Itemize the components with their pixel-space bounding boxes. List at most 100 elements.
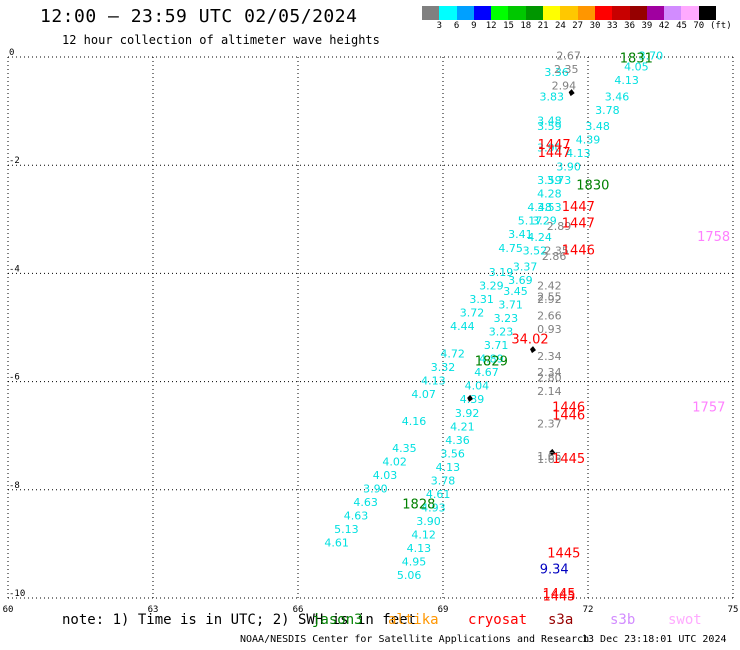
wave-height-label: 5.13 [334,523,359,536]
wave-height-label: 3.23 [494,312,519,325]
wave-height-label: 3.69 [508,274,533,287]
legend-label: 30 [589,21,601,31]
legend-label: 21 [537,21,549,31]
legend-label: 12 [485,21,497,31]
wave-height-label: 2.80 [537,372,562,385]
legend-label: 33 [606,21,618,31]
legend-swatch [664,6,682,20]
buoy-label: 1445 [542,587,575,602]
wave-height-label: 3.48 [537,115,562,128]
wave-height-label: 4.61 [324,537,349,550]
x-tick-label: 63 [148,605,159,612]
wave-height-label: 4.13 [407,542,432,555]
wave-height-label: 2.94 [552,79,577,92]
wave-height-label: 4.13 [421,374,446,387]
wave-height-label: 3.23 [489,326,514,339]
y-tick-label: 0 [9,48,14,58]
buoy-label: 1447 [538,146,571,161]
legend-unit: (ft) [709,21,732,31]
wave-height-label: 2.35 [544,244,569,257]
color-legend [422,6,717,20]
wave-height-label: 4.03 [373,469,398,482]
wave-height-label: 3.70 [639,50,664,63]
footer-credit: NOAA/NESDIS Center for Satellite Applica… [240,634,590,645]
wave-height-label: 3.90 [537,142,562,155]
wave-height-label: 4.07 [411,388,436,401]
wave-height-label: 2.86 [542,250,567,263]
wave-height-label: 3.72 [460,307,485,320]
wave-height-label: 1.65 [537,450,562,463]
buoy-label: 1830 [576,179,609,194]
satellite-legend-s3a: s3a [548,612,574,628]
wave-height-label: 2.14 [537,385,562,398]
wave-height-label: 4.48 [527,201,552,214]
wave-height-label: 3.41 [508,228,533,241]
wave-height-label: 0.93 [537,323,562,336]
wave-height-label: 3.29 [532,215,557,228]
legend-label: 24 [554,21,566,31]
y-tick-label: -6 [9,373,20,383]
satellite-legend-s3b: s3b [610,612,636,628]
island-shape [549,448,556,456]
wave-height-label: 3.45 [503,285,528,298]
wave-height-label: 3.71 [484,339,509,352]
buoy-label: 1758 [697,230,730,245]
wave-height-label: 4.21 [450,420,475,433]
buoy-label: 1445 [542,590,575,605]
wave-height-label: 3.90 [556,161,581,174]
legend-swatch [508,6,526,20]
wave-height-label: 4.93 [421,501,446,514]
buoy-label: 1447 [538,138,571,153]
buoy-label: 1829 [475,354,508,369]
wave-height-label: 2.35 [554,63,579,76]
notes-bar: note: 1) Time is in UTC; 2) SWH is in fe… [0,612,740,630]
y-tick-label: -10 [9,589,25,599]
wave-height-label: 2.34 [537,366,562,379]
wave-height-label: 3.36 [544,66,569,79]
wave-height-label: 4.63 [344,510,369,523]
wave-height-label: 2.42 [537,280,562,293]
legend-label: 36 [624,21,636,31]
legend-swatch [629,6,647,20]
wave-height-label: 3.32 [431,361,456,374]
wave-height-label: 4.72 [440,347,465,360]
legend-swatch [473,6,492,20]
legend-swatch [543,6,561,20]
buoy-label: 1757 [692,400,725,415]
wave-height-label: 3.90 [363,483,388,496]
chart-title: 12:00 – 23:59 UTC 02/05/2024 [40,6,358,27]
wave-height-label: 3.52 [523,244,548,257]
x-tick-label: 75 [728,605,739,612]
satellite-legend-cryosat: cryosat [468,612,528,628]
legend-swatch [681,6,699,20]
wave-height-label: 4.89 [479,353,504,366]
wave-height-label: 4.61 [426,488,451,501]
x-tick-label: 66 [293,605,304,612]
legend-swatch [577,6,595,20]
island-shape [530,346,536,354]
legend-swatch [698,6,717,20]
wave-height-label: 4.63 [353,496,378,509]
wave-height-label: 3.59 [537,174,562,187]
buoy-label: 1447 [562,200,595,215]
x-tick-label: 60 [3,605,14,612]
legend-swatch [525,6,544,20]
wave-height-label: 2.37 [537,418,562,431]
buoy-label: 1445 [547,546,580,561]
y-tick-label: -4 [9,264,20,274]
wave-height-label: 3.56 [440,447,465,460]
legend-label: 39 [641,21,653,31]
legend-label: 27 [572,21,584,31]
wave-height-label: 3.19 [489,266,514,279]
wave-height-label: 2.34 [537,350,562,363]
wave-height-label: 3.71 [498,299,523,312]
wave-height-label: 4.13 [614,74,639,87]
wave-height-label: 3.83 [540,90,565,103]
footer-date: 13 Dec 23:18:01 UTC 2024 [582,634,727,645]
wave-height-label: 2.92 [537,293,562,306]
wave-height-label: 3.46 [605,90,630,103]
wave-height-label: 2.55 [537,290,562,303]
wave-height-label: 5.06 [397,569,422,582]
buoy-label: 34.02 [511,333,548,348]
legend-label: 45 [676,21,687,31]
